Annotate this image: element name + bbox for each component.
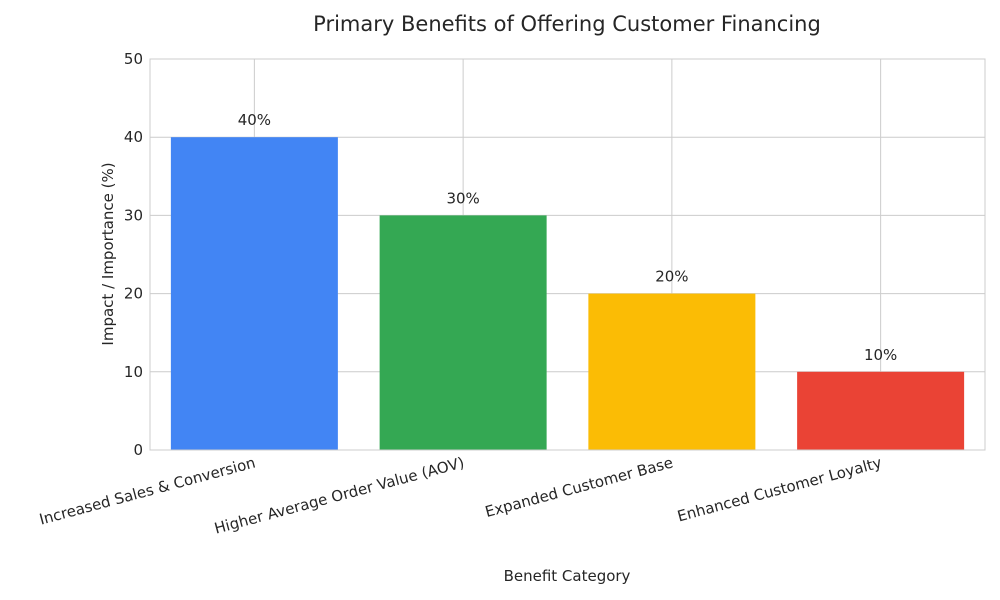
x-axis-title: Benefit Category [504,567,631,585]
y-tick-label: 20 [124,285,143,303]
y-tick-label: 30 [124,206,143,224]
bar [170,137,338,450]
bars [170,137,965,450]
y-tick-label: 10 [124,363,143,381]
bar [379,215,547,450]
y-tick-label: 40 [124,128,143,146]
bar-value-label: 20% [655,268,688,286]
bar [797,371,965,450]
chart-title: Primary Benefits of Offering Customer Fi… [313,12,821,36]
bar-value-label: 40% [238,111,271,129]
bar-value-label: 30% [446,189,479,207]
y-axis-title: Impact / Importance (%) [99,162,117,345]
y-tick-label: 50 [124,50,143,68]
plot-frame [149,58,986,451]
data-labels: 40% 30% 20% 10% [238,111,898,364]
y-axis-ticks: 0 10 20 30 40 50 [124,50,143,459]
bar [588,293,756,450]
y-tick-label: 0 [133,441,143,459]
bar-value-label: 10% [864,346,897,364]
